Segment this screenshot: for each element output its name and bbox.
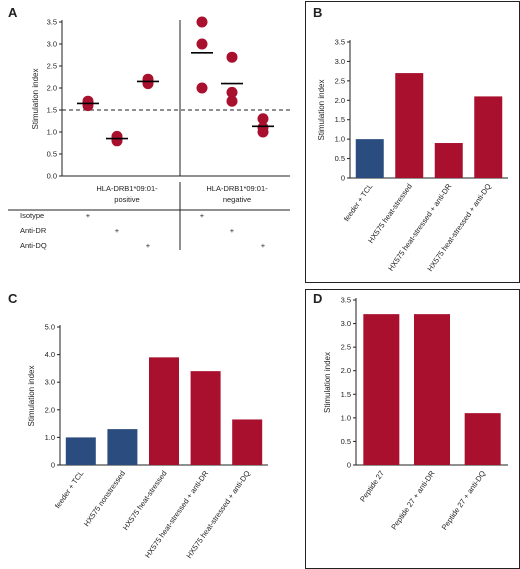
a-plus-sign: + bbox=[86, 211, 91, 220]
bar bbox=[107, 429, 138, 465]
a-data-point bbox=[196, 38, 208, 50]
panel-letter-c: C bbox=[8, 291, 18, 306]
a-group-label-line2: positive bbox=[114, 195, 139, 204]
a-data-point bbox=[226, 95, 238, 107]
a-data-point bbox=[82, 95, 94, 107]
a-data-point bbox=[111, 130, 123, 142]
y-tick-label: 3.0 bbox=[341, 319, 351, 328]
y-tick-label: 3.0 bbox=[335, 57, 345, 66]
y-tick-label: 0.5 bbox=[341, 437, 351, 446]
a-plus-sign: + bbox=[146, 241, 151, 250]
category-label: Peptide 27 bbox=[358, 469, 386, 504]
panel-a-scatter: 0.0 0.5 1.0 1.5 2.0 2.5 3.0 3.5 Stimulation inde… bbox=[8, 16, 290, 250]
a-y-tick-label: 1.0 bbox=[47, 128, 57, 137]
a-y-tick-label: 3.0 bbox=[47, 40, 57, 49]
panel-letter-a: A bbox=[8, 5, 18, 20]
bar bbox=[434, 143, 463, 178]
a-y-tick-label: 2.5 bbox=[47, 62, 57, 71]
bar bbox=[149, 357, 179, 465]
y-axis-label: Stimulation index bbox=[323, 352, 332, 413]
category-label: HX575 nonstressed bbox=[82, 469, 127, 528]
a-plus-sign: + bbox=[200, 211, 205, 220]
a-y-tick-label: 0.0 bbox=[47, 172, 57, 181]
a-data-point bbox=[196, 82, 208, 94]
a-y-tick-label: 0.5 bbox=[47, 150, 57, 159]
y-tick-label: 1.0 bbox=[45, 433, 55, 442]
y-tick-label: 2.5 bbox=[335, 76, 345, 85]
a-plus-sign: + bbox=[115, 226, 120, 235]
a-plus-sign: + bbox=[230, 226, 235, 235]
y-tick-label: 0 bbox=[347, 461, 351, 470]
y-tick-label: 4.0 bbox=[45, 350, 55, 359]
bar bbox=[464, 413, 501, 465]
y-axis-label: Stimulation index bbox=[317, 80, 326, 141]
a-y-tick-label: 2.0 bbox=[47, 84, 57, 93]
y-tick-label: 2.0 bbox=[45, 405, 55, 414]
bar bbox=[232, 419, 263, 465]
bar bbox=[363, 314, 400, 465]
y-tick-label: 0.5 bbox=[335, 154, 345, 163]
y-tick-label: 1.5 bbox=[335, 115, 345, 124]
category-label: HX575 heat-stressed bbox=[366, 182, 414, 245]
a-group-label: HLA-DRB1*09:01- bbox=[206, 184, 268, 193]
panel-c-bar-chart: 0 1.0 2.0 3.0 4.0 5.0 Stimulation index feeder … bbox=[27, 323, 268, 560]
a-data-point bbox=[257, 113, 269, 125]
bar bbox=[65, 437, 96, 465]
y-tick-label: 5.0 bbox=[45, 323, 55, 332]
y-tick-label: 2.0 bbox=[335, 96, 345, 105]
category-label: HX575 heat-stressed bbox=[121, 469, 169, 532]
y-tick-label: 3.5 bbox=[335, 38, 345, 47]
a-data-point bbox=[226, 86, 238, 98]
a-y-tick-label: 1.5 bbox=[47, 106, 57, 115]
y-tick-label: 2.5 bbox=[341, 343, 351, 352]
y-axis-label: Stimulation index bbox=[27, 366, 36, 427]
a-data-point bbox=[142, 73, 154, 85]
y-tick-label: 1.0 bbox=[335, 135, 345, 144]
bar bbox=[355, 139, 384, 178]
y-tick-label: 3.0 bbox=[45, 378, 55, 387]
a-group-label: HLA-DRB1*09:01- bbox=[96, 184, 158, 193]
category-label: Peptide 27 + anti-DR bbox=[389, 469, 437, 532]
bar bbox=[190, 371, 221, 465]
panel-b-bar-chart: 0 0.5 1.0 1.5 2.0 2.5 3.0 3.5 Stimulation index f… bbox=[317, 38, 508, 273]
bar bbox=[395, 73, 424, 178]
bar bbox=[414, 314, 450, 465]
panel-d-bar-chart: 0 0.5 1.0 1.5 2.0 2.5 3.0 3.5 Stimulation index P… bbox=[323, 296, 508, 532]
a-y-tick-label: 3.5 bbox=[47, 18, 57, 27]
a-plus-sign: + bbox=[261, 241, 266, 250]
y-tick-label: 0 bbox=[341, 174, 345, 183]
a-y-axis-label: Stimulation index bbox=[31, 69, 40, 130]
y-tick-label: 0 bbox=[51, 461, 55, 470]
category-label: feeder + TCL bbox=[53, 469, 86, 510]
a-row-label: Anti-DR bbox=[20, 226, 47, 235]
y-tick-label: 2.0 bbox=[341, 366, 351, 375]
y-tick-label: 3.5 bbox=[341, 296, 351, 305]
a-row-label: Anti-DQ bbox=[20, 241, 47, 250]
a-data-point bbox=[257, 122, 269, 134]
a-row-label: Isotype bbox=[20, 211, 44, 220]
a-data-point bbox=[196, 16, 208, 28]
a-group-label-line2: negative bbox=[223, 195, 251, 204]
panel-letter-b: B bbox=[313, 5, 322, 20]
y-tick-label: 1.0 bbox=[341, 413, 351, 422]
panel-letter-d: D bbox=[313, 291, 322, 306]
category-label: Peptide 27 + anti-DQ bbox=[440, 469, 488, 532]
bar bbox=[474, 96, 503, 178]
y-tick-label: 1.5 bbox=[341, 390, 351, 399]
a-data-point bbox=[226, 51, 238, 63]
category-label: feeder + TCL bbox=[342, 182, 375, 223]
